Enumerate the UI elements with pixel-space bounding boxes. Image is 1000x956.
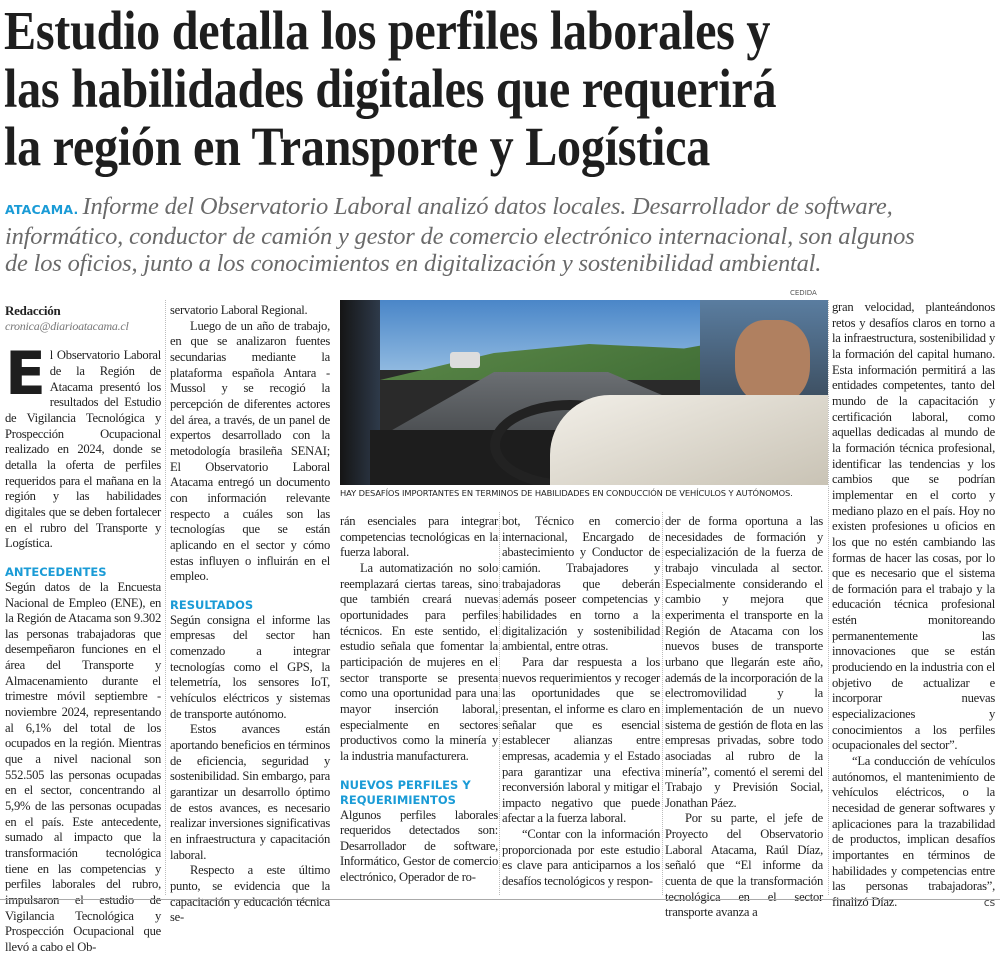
column-divider <box>662 512 663 895</box>
paragraph: Algunos perfiles laborales requeridos de… <box>340 807 498 885</box>
paragraph: Respecto a este último punto, se evidenc… <box>170 863 330 925</box>
end-mark-icon: cs <box>983 895 996 909</box>
column-divider <box>828 300 829 895</box>
article-column-4: bot, Técnico en comercio internacional, … <box>502 514 660 890</box>
article-column-5: der de forma oportuna a las necesidades … <box>665 514 823 921</box>
photo-credit: CEDIDA <box>790 289 817 297</box>
paragraph: der de forma oportuna a las necesidades … <box>665 514 823 810</box>
paragraph: Por su parte, el jefe de Proyecto del Ob… <box>665 811 823 920</box>
column-divider <box>499 512 500 895</box>
section-heading: NUEVOS PERFILES Y REQUERIMIENTOS <box>340 777 471 807</box>
byline-author: Redacción <box>5 303 61 318</box>
paragraph: gran velocidad, planteándonos retos y de… <box>832 300 995 753</box>
paragraph-text: “La conducción de vehículos autónomos, e… <box>832 754 995 909</box>
paragraph: Según consigna el informe las empresas d… <box>170 612 330 721</box>
article-column-6: gran velocidad, planteándonos retos y de… <box>832 300 995 911</box>
deck-line: informático, conductor de camión y gesto… <box>5 223 915 250</box>
headline-line: las habilidades digitales que requerirá <box>4 58 777 119</box>
paragraph: “La conducción de vehículos autónomos, e… <box>832 754 995 911</box>
photo-person-head <box>735 320 810 405</box>
drop-cap: E <box>5 339 46 410</box>
paragraph: “Contar con la información proporcionada… <box>502 827 660 889</box>
headline-line: la región en Transporte y Logística <box>4 116 711 177</box>
column-divider <box>165 300 166 895</box>
photo-caption: HAY DESAFÍOS IMPORTANTES EN TERMINOS DE … <box>340 488 793 498</box>
paragraph: rán esenciales para integrar competencia… <box>340 514 498 560</box>
deck-text: Informe del Observatorio Laboral analizó… <box>82 193 893 220</box>
paragraph: bot, Técnico en comercio internacional, … <box>502 514 660 654</box>
section-heading: RESULTADOS <box>170 597 254 612</box>
paragraph: Luego de un año de trabajo, en que se an… <box>170 318 330 584</box>
photo-person-shirt <box>550 395 828 485</box>
headline-line: Estudio detalla los perfiles laborales y <box>4 0 771 61</box>
article-column-2: servatorio Laboral Regional. Luego de un… <box>170 303 330 926</box>
article-photo <box>340 300 828 485</box>
deck-line: ATACAMA. Informe del Observatorio Laboral… <box>5 193 1000 223</box>
section-heading: ANTECEDENTES <box>5 564 107 579</box>
paragraph: Estos avances están aportando beneficios… <box>170 722 330 862</box>
paragraph-text: l Observatorio Laboral de la Región de A… <box>5 348 161 551</box>
paragraph: Para dar respuesta a los nuevos requerim… <box>502 654 660 826</box>
article-column-3: rán esenciales para integrar competencia… <box>340 514 498 886</box>
location-kicker: ATACAMA. <box>5 202 79 217</box>
deck-subtitle: ATACAMA. Informe del Observatorio Laboral… <box>5 193 1000 277</box>
paragraph: servatorio Laboral Regional. <box>170 303 308 317</box>
headline: Estudio detalla los perfiles laborales y… <box>4 2 1000 176</box>
deck-line: de los oficios, junto a los conocimiento… <box>5 250 822 277</box>
byline-email[interactable]: cronica@diarioatacama.cl <box>5 318 129 333</box>
photo-car <box>450 352 480 368</box>
paragraph: La automatización no solo reemplazará ci… <box>340 560 498 763</box>
bottom-rule <box>0 899 1000 900</box>
